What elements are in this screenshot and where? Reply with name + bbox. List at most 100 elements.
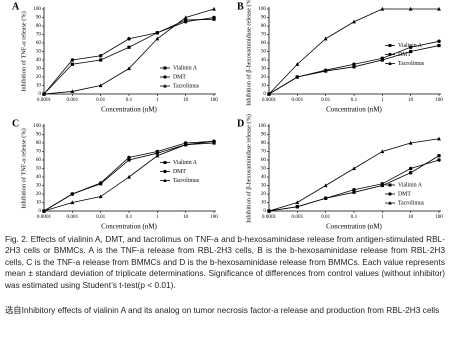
marker bbox=[380, 182, 385, 186]
marker bbox=[388, 44, 392, 47]
marker bbox=[437, 43, 441, 48]
marker bbox=[183, 142, 188, 147]
legend-label: Vialinin A bbox=[398, 182, 423, 188]
marker bbox=[127, 158, 131, 162]
y-tick-label: 40 bbox=[36, 57, 42, 63]
y-tick-label: 10 bbox=[261, 83, 267, 89]
y-tick-label: 90 bbox=[261, 132, 267, 138]
x-tick-label: 0.1 bbox=[126, 214, 133, 220]
y-tick-label: 50 bbox=[36, 166, 42, 172]
x-tick-label: 10 bbox=[408, 97, 414, 103]
panel-label: B bbox=[237, 1, 244, 12]
marker bbox=[70, 62, 74, 66]
y-tick-label: 80 bbox=[36, 23, 42, 29]
marker bbox=[323, 68, 328, 72]
marker bbox=[388, 192, 392, 196]
marker bbox=[42, 208, 46, 213]
y-tick-label: 100 bbox=[33, 123, 41, 129]
marker bbox=[70, 192, 75, 196]
legend-label: Vialinin A bbox=[173, 65, 198, 71]
x-tick-label: 1 bbox=[381, 214, 384, 220]
marker bbox=[70, 89, 75, 94]
marker bbox=[408, 140, 413, 145]
y-tick-label: 0 bbox=[38, 208, 41, 214]
y-tick-label: 0 bbox=[38, 91, 41, 97]
marker bbox=[98, 181, 103, 185]
series-line bbox=[268, 45, 440, 95]
x-tick-label: 0.01 bbox=[321, 97, 330, 103]
x-tick-label: 1 bbox=[156, 214, 159, 220]
marker bbox=[70, 58, 75, 62]
marker bbox=[437, 154, 441, 158]
y-tick-label: 70 bbox=[261, 32, 267, 38]
caption: Fig. 2. Effects of vialinin A, DMT, and … bbox=[5, 234, 445, 290]
x-tick-label: 0.01 bbox=[96, 214, 105, 220]
x-tick-label: 1 bbox=[156, 97, 159, 103]
panel-label: D bbox=[237, 118, 244, 129]
marker bbox=[163, 161, 167, 164]
legend-label: Tacrolimus bbox=[173, 83, 200, 89]
y-tick-label: 80 bbox=[261, 140, 267, 146]
x-tick-label: 100 bbox=[435, 97, 443, 103]
x-axis-label: Concentration (nM) bbox=[326, 223, 382, 231]
y-tick-label: 30 bbox=[36, 66, 42, 72]
legend-label: DMT bbox=[173, 74, 186, 80]
marker bbox=[295, 62, 300, 66]
marker bbox=[183, 19, 188, 24]
marker bbox=[388, 61, 392, 65]
y-tick-label: 100 bbox=[33, 6, 41, 12]
marker bbox=[409, 49, 413, 54]
y-tick-label: 10 bbox=[261, 200, 267, 206]
marker bbox=[352, 62, 356, 67]
marker bbox=[437, 39, 441, 44]
marker bbox=[408, 166, 413, 171]
marker bbox=[98, 194, 103, 199]
y-tick-label: 10 bbox=[36, 200, 42, 206]
marker bbox=[323, 183, 328, 188]
x-axis-label: Concentration (nM) bbox=[101, 106, 157, 114]
marker bbox=[163, 75, 167, 79]
marker bbox=[388, 201, 392, 205]
y-tick-label: 30 bbox=[261, 66, 267, 72]
marker bbox=[127, 45, 131, 49]
marker bbox=[212, 139, 216, 143]
x-tick-label: 0.1 bbox=[351, 97, 358, 103]
marker bbox=[163, 169, 167, 174]
marker bbox=[267, 208, 271, 213]
y-tick-label: 60 bbox=[36, 157, 42, 163]
source-note: 选自Inhibitory effects of vialinin A and i… bbox=[5, 305, 440, 315]
marker bbox=[352, 65, 356, 69]
x-tick-label: 0.0001 bbox=[37, 214, 52, 220]
y-tick-label: 90 bbox=[261, 15, 267, 21]
marker bbox=[99, 58, 103, 62]
y-tick-label: 80 bbox=[36, 140, 42, 146]
y-tick-label: 0 bbox=[263, 91, 266, 97]
y-tick-label: 50 bbox=[261, 166, 267, 172]
x-tick-label: 1 bbox=[381, 97, 384, 103]
marker bbox=[155, 36, 160, 41]
marker bbox=[163, 66, 167, 70]
marker bbox=[155, 153, 160, 158]
marker bbox=[70, 200, 75, 205]
y-tick-label: 60 bbox=[261, 40, 267, 46]
legend-label: Vialinin A bbox=[173, 160, 198, 166]
marker bbox=[437, 158, 441, 162]
y-tick-label: 70 bbox=[36, 32, 42, 38]
y-tick-label: 20 bbox=[261, 74, 267, 80]
y-tick-label: 40 bbox=[261, 57, 267, 63]
y-tick-label: 80 bbox=[261, 23, 267, 29]
x-tick-label: 0.0001 bbox=[262, 97, 277, 103]
y-tick-label: 100 bbox=[258, 6, 266, 12]
marker bbox=[409, 171, 413, 175]
x-tick-label: 0.001 bbox=[291, 214, 303, 220]
marker bbox=[163, 84, 167, 88]
x-tick-label: 10 bbox=[183, 97, 189, 103]
x-tick-label: 0.1 bbox=[351, 214, 358, 220]
marker bbox=[127, 66, 131, 71]
y-axis-label: Inhibition of β-hexosaminidase release (… bbox=[245, 0, 252, 106]
y-axis-label: Inhibition of TNF-α release (%) bbox=[20, 11, 27, 91]
x-tick-label: 0.01 bbox=[96, 97, 105, 103]
x-tick-label: 0.001 bbox=[66, 97, 78, 103]
